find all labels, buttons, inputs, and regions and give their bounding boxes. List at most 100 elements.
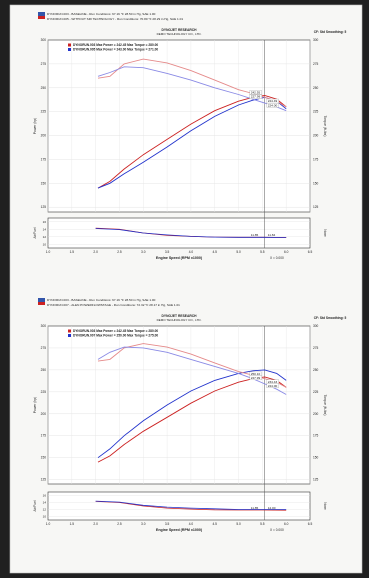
legend-swatch [68,334,71,337]
dynojet-logo-stripe [38,16,45,19]
y-tick-label: 150 [41,181,47,185]
header-run-comparison: DYNORUN.007 - ALEN POWERFLOWSTAGE - Run … [47,303,180,307]
lower-tick-label: 12 [43,235,47,239]
x-tick-label: 4.5 [213,250,218,254]
y-axis-label: Power (hp) [33,118,37,135]
company-name: DYNOJET RESEARCH [162,314,198,318]
y-right-tick-label: 250 [313,368,319,372]
lower-plot-frame [47,217,311,249]
y-right-tick-label: 175 [313,157,319,161]
y-tick-label: 175 [41,157,47,161]
legend-entry: DYNORUN.003 Max Power = 242.45 Max Torqu… [73,329,158,333]
y-axis-label: Power (hp) [33,397,37,414]
upper-plot-frame [47,39,311,213]
lower-series-line-blue [95,500,287,510]
y-right-tick-label: 125 [313,205,319,209]
annotation-box [266,383,279,388]
series-line-power-red [97,94,287,189]
header-run-comparison: DYNORUN.005 - WITHOUT SRI TECHNOLOGY - R… [47,17,183,21]
cursor-annotation: 227.99 [251,376,261,380]
y-tick-label: 125 [41,478,47,482]
y-right-tick-label: 200 [313,412,319,416]
x-tick-label: 4.0 [189,522,194,526]
x-tick-label: 3.5 [165,522,170,526]
y-tick-label: 250 [41,86,47,90]
y-right-tick-label: 300 [313,324,319,328]
series-line-torque-pink [97,343,287,388]
dynojet-logo-icon [38,298,45,305]
x-tick-label: 2.0 [93,522,98,526]
y-tick-label: 200 [41,134,47,138]
lower-series-line-blue [95,228,287,238]
y-tick-label: 225 [41,110,47,114]
y-right-tick-label: 225 [313,390,319,394]
y-right-tick-label: 275 [313,62,319,66]
lower-tick-label: 10 [43,242,47,246]
smoothing-note: CF: Std Smoothing: 5 [314,316,347,320]
y-right-tick-label: 150 [313,456,319,460]
x-tick-label: 1.0 [46,250,51,254]
company-name: DYNOJET RESEARCH [162,28,198,32]
lower-tick-label: 12 [43,508,47,512]
cursor-annotation: 224.49 [268,99,278,103]
x-tick-label: 3.5 [165,250,170,254]
y-tick-label: 175 [41,434,47,438]
x-tick-label: 2.5 [117,522,122,526]
x-tick-label: 4.5 [213,522,218,526]
lower-cursor-annotation: 12.00 [268,506,276,510]
y-tick-label: 300 [41,324,47,328]
cursor-annotation: 224.00 [268,103,278,107]
dynojet-logo-stripe [38,302,45,305]
header-run-baseline: DYNORUN.003 - BASELINE - Run Conditions:… [47,12,156,16]
legend-swatch [68,43,71,47]
y-tick-label: 250 [41,368,47,372]
x-tick-label: 1.5 [70,250,75,254]
y-right-tick-label: 250 [313,86,319,90]
cursor-annotation: 242.55 [251,90,261,94]
x-tick-label: 2.5 [117,250,122,254]
cursor-annotation: 234.43 [268,380,278,384]
x-tick-label: 6.5 [308,250,313,254]
lower-cursor-annotation: 11.84 [268,233,276,237]
lower-cursor-annotation: 11.85 [251,233,259,237]
smoothing-note: CF: Std Smoothing: 5 [314,30,347,34]
legend-swatch [68,48,71,51]
y-right-tick-label: 150 [313,181,319,185]
annotation-box [249,94,262,99]
cursor-annotation: 250.10 [251,372,261,376]
x-tick-label: 6.5 [308,522,313,526]
x-tick-label: 5.0 [236,250,241,254]
y-right-tick-label: 225 [313,110,319,114]
y-tick-label: 200 [41,412,47,416]
x-tick-label: 5.5 [260,250,265,254]
cursor-annotation: 224.00 [268,384,278,388]
lower-series-line-red [95,501,287,511]
legend-swatch [68,329,71,333]
y-tick-label: 125 [41,205,47,209]
x-tick-label: 5.0 [236,522,241,526]
x-tick-label: 5.5 [260,522,265,526]
lower-tick-label: 10 [43,515,47,519]
y-tick-label: 275 [41,346,47,350]
lower-axis-label: Air/Fuel [33,227,37,238]
lower-cursor-annotation: 11.85 [251,506,259,510]
x-tick-label: 3.0 [141,250,146,254]
series-line-torque-pink [97,58,287,108]
lower-tick-label: 14 [43,227,47,231]
annotation-box [266,103,279,108]
upper-plot-frame [47,325,311,485]
legend-entry: DYNORUN.007 Max Power = 250.00 Max Torqu… [73,334,158,338]
cursor-annotation: 227.99 [251,95,261,99]
y-axis-right-label: Torque (ft-lbs) [323,116,327,137]
x-tick-label: 3.0 [141,522,146,526]
annotation-box [266,98,279,104]
y-tick-label: 225 [41,390,47,394]
legend-entry: DYNORUN.003 Max Power = 242.45 Max Torqu… [73,43,158,47]
x-axis-label: Engine Speed (RPM x1000) [156,528,203,532]
y-tick-label: 150 [41,456,47,460]
paper-edge [9,4,363,574]
y-right-tick-label: 125 [313,478,319,482]
x-tick-label: 6.0 [284,522,289,526]
